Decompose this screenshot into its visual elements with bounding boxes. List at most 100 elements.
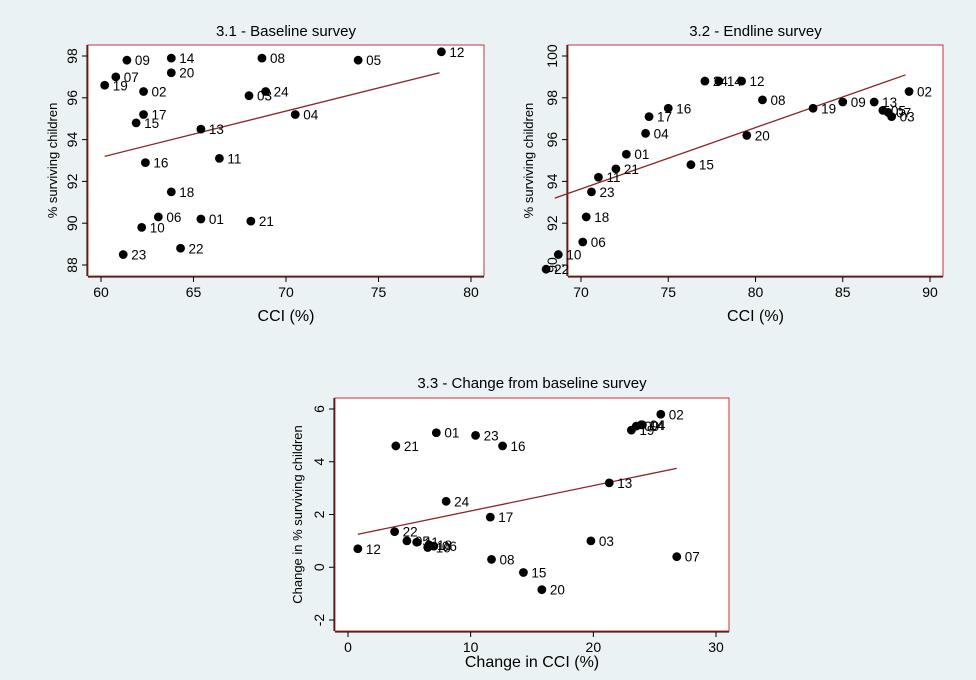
x-tick-label: 75: [371, 284, 387, 300]
data-point: [587, 187, 596, 197]
point-label: 11: [606, 170, 620, 185]
data-point: [166, 68, 176, 78]
point-label: 23: [131, 248, 146, 263]
y-tick-label: 98: [64, 48, 80, 64]
data-point: [441, 496, 451, 506]
point-label: 09: [135, 53, 150, 68]
point-label: 23: [599, 185, 614, 200]
data-point: [471, 430, 480, 440]
data-point: [586, 536, 596, 546]
point-label: 17: [498, 510, 513, 525]
point-label: 17: [152, 108, 167, 123]
point-label: 19: [113, 78, 128, 93]
x-tick-label: 70: [278, 284, 294, 300]
point-label: 13: [209, 122, 224, 137]
point-label: 09: [644, 419, 659, 434]
data-point: [353, 544, 363, 554]
y-axis-label: Change in % surviving children: [290, 425, 305, 603]
data-point: [808, 103, 818, 113]
plot-area: [87, 44, 485, 277]
point-label: 21: [624, 162, 639, 177]
point-label: 01: [634, 147, 649, 162]
point-label: 17: [657, 110, 672, 125]
data-point: [641, 128, 650, 138]
point-label: 01: [444, 426, 459, 441]
point-label: 15: [699, 158, 714, 173]
data-point: [541, 264, 551, 274]
point-label: 13: [617, 476, 632, 491]
data-point: [656, 409, 666, 419]
data-point: [412, 537, 422, 547]
data-point: [100, 80, 110, 90]
data-point: [883, 108, 893, 117]
data-point: [353, 55, 363, 65]
point-label: 02: [669, 407, 684, 422]
data-point: [758, 95, 767, 105]
data-point: [139, 87, 148, 96]
point-label: 18: [179, 185, 194, 200]
point-label: 14: [649, 418, 665, 433]
data-point: [604, 478, 614, 488]
data-point: [537, 585, 547, 595]
x-tick-label: 80: [748, 284, 764, 300]
y-axis-label: % surviving children: [45, 103, 60, 219]
plot-area: [334, 397, 730, 632]
point-label: 19: [639, 423, 654, 438]
data-point: [257, 53, 267, 63]
point-label: 20: [550, 583, 565, 598]
scatter-panel: 3.1 - Baseline survey 60 65 70 75 80 CCI (%) 88…: [45, 23, 485, 325]
fit-line: [104, 72, 440, 157]
data-point: [118, 250, 128, 259]
point-label: 15: [531, 566, 546, 581]
data-point: [111, 72, 121, 82]
point-label: 08: [500, 552, 515, 567]
point-label: 16: [676, 101, 691, 116]
point-label: 21: [404, 439, 419, 454]
data-point: [594, 172, 603, 182]
point-label: 02: [152, 85, 167, 100]
point-label: 04: [303, 108, 319, 123]
x-tick-label: 90: [922, 284, 938, 300]
data-point: [215, 154, 224, 163]
y-tick-label: 4: [311, 458, 327, 466]
data-point: [663, 103, 673, 113]
x-tick-label: 20: [586, 639, 602, 655]
data-point: [636, 420, 646, 430]
x-tick-label: 0: [344, 639, 352, 655]
data-point: [700, 76, 710, 86]
point-label: 23: [484, 428, 499, 443]
data-point: [390, 527, 400, 537]
point-label: 16: [511, 439, 526, 454]
point-label: 08: [270, 51, 285, 66]
data-point: [246, 216, 256, 226]
data-point: [553, 250, 563, 259]
chart-title: 3.3 - Change from baseline survey: [417, 375, 647, 392]
data-point: [644, 112, 654, 122]
data-point: [519, 568, 528, 577]
chart-title: 3.2 - Endline survey: [689, 23, 822, 40]
x-tick-label: 75: [660, 284, 676, 300]
y-tick-label: 98: [544, 90, 560, 106]
data-point: [611, 164, 621, 174]
point-label: 09: [851, 95, 866, 110]
x-tick-label: 60: [93, 284, 109, 300]
point-label: 05: [891, 103, 906, 118]
x-tick-label: 30: [708, 639, 724, 655]
point-label: 12: [750, 74, 765, 89]
data-point: [485, 512, 495, 522]
y-tick-label: 88: [64, 257, 80, 273]
y-tick-label: 92: [64, 173, 80, 189]
data-point: [166, 53, 176, 63]
point-label: 06: [591, 235, 606, 250]
y-axis-label: % surviving children: [521, 103, 536, 219]
point-label: 10: [150, 220, 165, 235]
x-tick-label: 10: [463, 639, 479, 655]
data-point: [869, 97, 879, 107]
point-label: 20: [179, 66, 194, 81]
data-point: [672, 552, 682, 562]
data-point: [402, 536, 412, 546]
x-tick-label: 65: [186, 284, 202, 300]
point-label: 18: [594, 210, 609, 225]
